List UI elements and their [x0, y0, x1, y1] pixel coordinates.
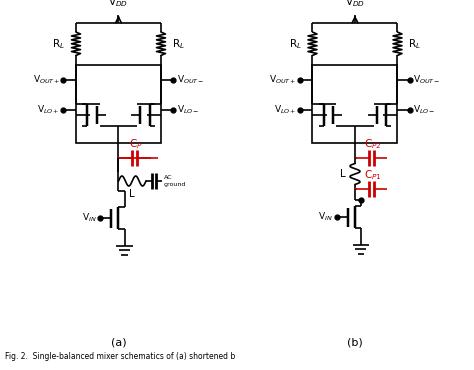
Text: (b): (b) — [347, 337, 363, 347]
Text: C$_{P2}$: C$_{P2}$ — [364, 137, 381, 151]
Bar — [76, 65, 161, 142]
Text: L: L — [129, 189, 135, 199]
Text: V$_{LO-}$: V$_{LO-}$ — [177, 104, 200, 116]
Text: V$_{LO-}$: V$_{LO-}$ — [413, 104, 436, 116]
Text: C$_{P1}$: C$_{P1}$ — [364, 168, 382, 182]
Text: R$_L$: R$_L$ — [289, 37, 301, 51]
Text: V$_{OUT+}$: V$_{OUT+}$ — [269, 74, 297, 86]
Text: (a): (a) — [111, 337, 126, 347]
Text: V$_{DD}$: V$_{DD}$ — [109, 0, 128, 9]
Text: AC: AC — [164, 175, 173, 180]
Text: V$_{LO+}$: V$_{LO+}$ — [37, 104, 60, 116]
Text: V$_{OUT-}$: V$_{OUT-}$ — [177, 74, 204, 86]
Text: V$_{IN}$: V$_{IN}$ — [319, 211, 333, 223]
Text: V$_{IN}$: V$_{IN}$ — [82, 212, 97, 224]
Text: ground: ground — [164, 182, 186, 187]
Text: R$_L$: R$_L$ — [409, 37, 421, 51]
Text: V$_{DD}$: V$_{DD}$ — [345, 0, 365, 9]
Text: V$_{LO+}$: V$_{LO+}$ — [274, 104, 297, 116]
Bar — [312, 65, 398, 142]
Text: R$_L$: R$_L$ — [172, 37, 185, 51]
Text: R$_L$: R$_L$ — [52, 37, 65, 51]
Text: Fig. 2.  Single-balanced mixer schematics of (a) shortened b: Fig. 2. Single-balanced mixer schematics… — [5, 352, 235, 361]
Text: C$_P$: C$_P$ — [129, 137, 143, 151]
Text: L: L — [340, 169, 346, 179]
Text: V$_{OUT-}$: V$_{OUT-}$ — [413, 74, 441, 86]
Text: V$_{OUT+}$: V$_{OUT+}$ — [33, 74, 60, 86]
